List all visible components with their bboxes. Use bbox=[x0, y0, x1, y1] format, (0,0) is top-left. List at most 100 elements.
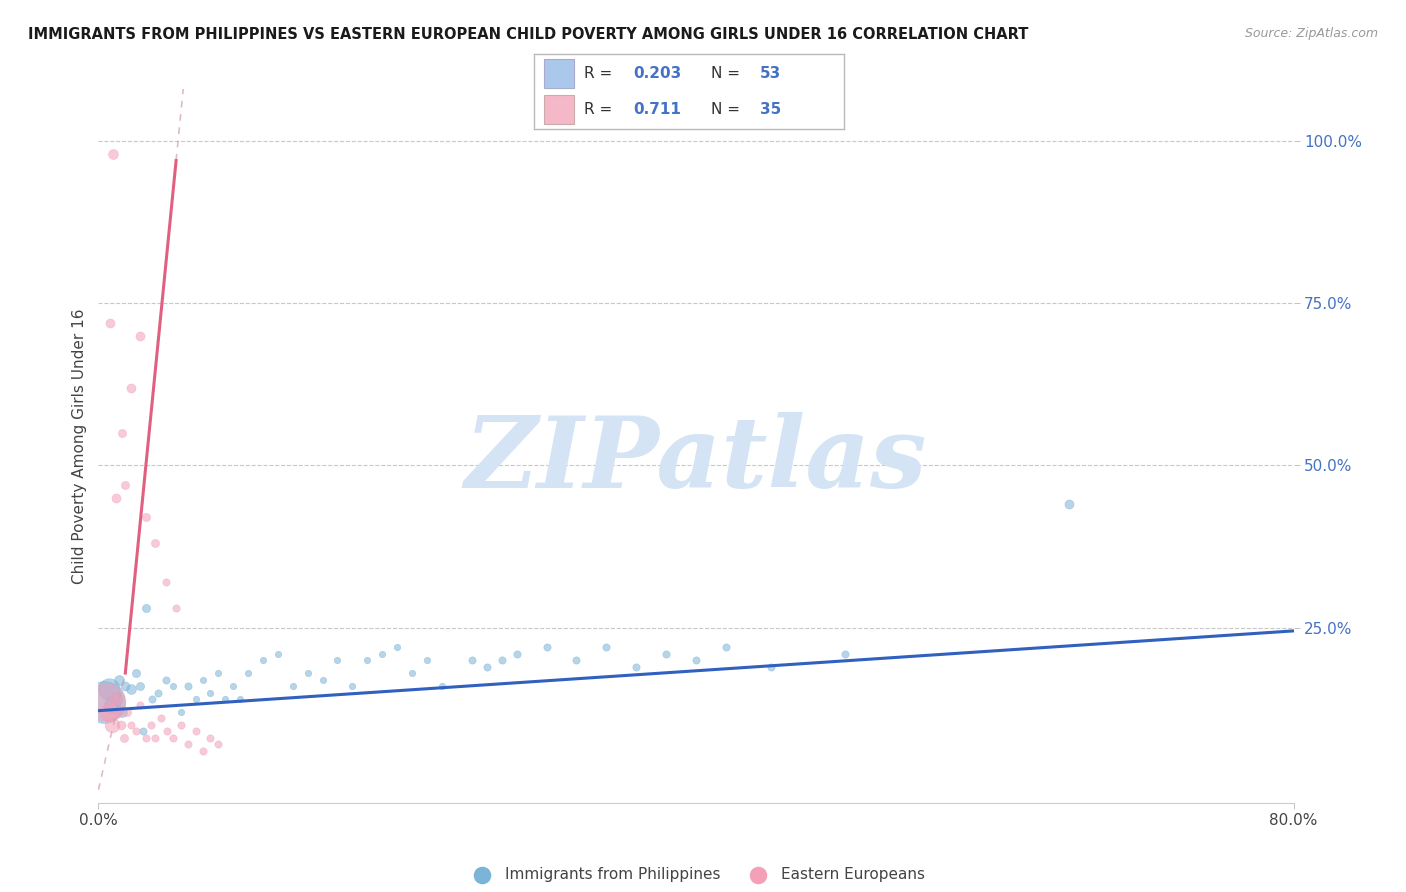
Point bbox=[107, 705, 129, 719]
Point bbox=[104, 692, 127, 706]
Point bbox=[252, 653, 274, 667]
Point bbox=[156, 724, 179, 739]
Text: 53: 53 bbox=[761, 66, 782, 81]
Point bbox=[101, 698, 124, 713]
Point bbox=[120, 381, 142, 395]
Point bbox=[143, 536, 166, 550]
Point bbox=[207, 666, 229, 681]
Point bbox=[759, 659, 782, 673]
Point bbox=[1059, 497, 1081, 511]
Point bbox=[165, 601, 187, 615]
Point bbox=[222, 679, 245, 693]
Point bbox=[685, 653, 707, 667]
Point bbox=[114, 679, 136, 693]
Point bbox=[207, 738, 229, 752]
Point bbox=[184, 692, 207, 706]
Point bbox=[97, 705, 120, 719]
Point bbox=[139, 718, 162, 732]
Point bbox=[595, 640, 617, 654]
Point bbox=[461, 653, 484, 667]
Point bbox=[155, 575, 177, 590]
Point bbox=[143, 731, 166, 745]
Point bbox=[129, 698, 152, 713]
Y-axis label: Child Poverty Among Girls Under 16: Child Poverty Among Girls Under 16 bbox=[72, 309, 87, 583]
Point bbox=[120, 682, 142, 697]
Text: 0.203: 0.203 bbox=[633, 66, 682, 81]
Point bbox=[112, 731, 135, 745]
Point bbox=[111, 425, 134, 440]
Point bbox=[416, 653, 439, 667]
Text: Source: ZipAtlas.com: Source: ZipAtlas.com bbox=[1244, 27, 1378, 40]
Point bbox=[108, 673, 131, 687]
Point bbox=[326, 653, 349, 667]
Text: IMMIGRANTS FROM PHILIPPINES VS EASTERN EUROPEAN CHILD POVERTY AMONG GIRLS UNDER : IMMIGRANTS FROM PHILIPPINES VS EASTERN E… bbox=[28, 27, 1029, 42]
Point bbox=[148, 685, 170, 699]
Point bbox=[475, 659, 498, 673]
Point bbox=[129, 328, 152, 343]
Text: N =: N = bbox=[710, 102, 740, 117]
Point bbox=[132, 724, 155, 739]
Point bbox=[120, 718, 142, 732]
Point bbox=[565, 653, 588, 667]
Point bbox=[97, 682, 120, 697]
Point bbox=[101, 718, 124, 732]
Point bbox=[135, 731, 157, 745]
Point bbox=[169, 718, 191, 732]
Point bbox=[200, 731, 222, 745]
Point bbox=[125, 666, 148, 681]
Point bbox=[714, 640, 737, 654]
Point bbox=[105, 491, 128, 505]
Point bbox=[191, 673, 214, 687]
Point bbox=[141, 692, 163, 706]
Text: R =: R = bbox=[583, 66, 612, 81]
Point bbox=[110, 718, 132, 732]
Text: N =: N = bbox=[710, 66, 740, 81]
Point bbox=[177, 738, 200, 752]
Point bbox=[162, 679, 184, 693]
Point bbox=[214, 692, 236, 706]
Point bbox=[401, 666, 423, 681]
Point bbox=[177, 679, 200, 693]
Point bbox=[281, 679, 304, 693]
Point bbox=[111, 705, 134, 719]
Point bbox=[430, 679, 453, 693]
Point bbox=[155, 673, 177, 687]
Point bbox=[103, 147, 125, 161]
Point bbox=[184, 724, 207, 739]
Point bbox=[135, 510, 157, 524]
Point bbox=[105, 692, 128, 706]
Point bbox=[236, 666, 259, 681]
Point bbox=[135, 601, 157, 615]
Bar bbox=[544, 95, 575, 124]
Point bbox=[371, 647, 394, 661]
Point bbox=[385, 640, 409, 654]
Text: 35: 35 bbox=[761, 102, 782, 117]
Point bbox=[506, 647, 529, 661]
Point bbox=[834, 647, 856, 661]
Point bbox=[114, 478, 136, 492]
Point bbox=[162, 731, 184, 745]
Point bbox=[98, 316, 122, 330]
Text: R =: R = bbox=[583, 102, 612, 117]
Point bbox=[311, 673, 333, 687]
Point bbox=[342, 679, 364, 693]
Point bbox=[169, 705, 191, 719]
Point bbox=[94, 695, 117, 709]
Point bbox=[129, 679, 152, 693]
Point bbox=[115, 705, 138, 719]
Point bbox=[297, 666, 319, 681]
Text: 0.711: 0.711 bbox=[633, 102, 681, 117]
Point bbox=[229, 692, 252, 706]
Point bbox=[125, 724, 148, 739]
Point bbox=[655, 647, 678, 661]
Text: ZIPatlas: ZIPatlas bbox=[465, 412, 927, 508]
Point bbox=[191, 744, 214, 758]
Point bbox=[267, 647, 290, 661]
Point bbox=[150, 711, 173, 725]
Point bbox=[491, 653, 513, 667]
Point bbox=[356, 653, 378, 667]
Point bbox=[624, 659, 647, 673]
Bar bbox=[544, 59, 575, 87]
Point bbox=[536, 640, 558, 654]
Point bbox=[93, 695, 115, 709]
